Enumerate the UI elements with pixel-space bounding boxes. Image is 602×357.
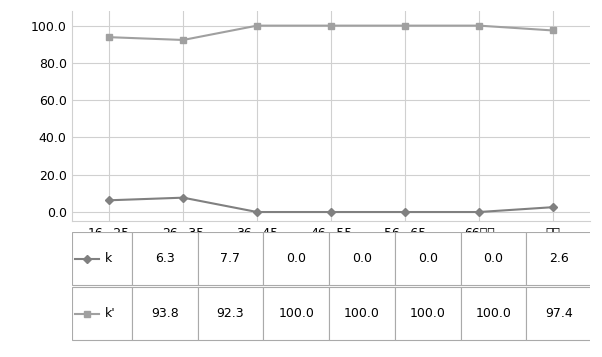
k: [179, 196, 187, 200]
Text: 100.0: 100.0: [278, 307, 314, 321]
Text: 6.3: 6.3: [155, 252, 175, 265]
Bar: [72, 232, 132, 285]
Bar: [395, 232, 461, 285]
Text: 0.0: 0.0: [418, 252, 438, 265]
k: [476, 210, 483, 214]
Text: 100.0: 100.0: [476, 307, 511, 321]
Text: 0.0: 0.0: [352, 252, 372, 265]
k': [476, 24, 483, 28]
Bar: [263, 232, 329, 285]
Text: 100.0: 100.0: [344, 307, 380, 321]
k: [105, 198, 113, 202]
k: [253, 210, 261, 214]
Bar: [329, 232, 395, 285]
Line: k': k': [107, 23, 556, 43]
Bar: [526, 232, 592, 285]
Bar: [197, 287, 263, 341]
Bar: [395, 287, 461, 341]
Bar: [526, 287, 592, 341]
k': [179, 38, 187, 42]
Text: 100.0: 100.0: [410, 307, 445, 321]
Line: k: k: [107, 195, 556, 215]
Bar: [461, 232, 526, 285]
k': [105, 35, 113, 39]
Text: 7.7: 7.7: [220, 252, 240, 265]
k: [327, 210, 335, 214]
k': [327, 24, 335, 28]
Bar: [72, 287, 132, 341]
Text: 92.3: 92.3: [217, 307, 244, 321]
k': [253, 24, 261, 28]
Text: 2.6: 2.6: [549, 252, 569, 265]
Text: 0.0: 0.0: [483, 252, 503, 265]
Text: 0.0: 0.0: [286, 252, 306, 265]
Text: 97.4: 97.4: [545, 307, 573, 321]
Bar: [263, 287, 329, 341]
Bar: [197, 232, 263, 285]
k': [402, 24, 409, 28]
k': [550, 28, 557, 32]
Text: 93.8: 93.8: [150, 307, 179, 321]
Bar: [132, 287, 197, 341]
Bar: [329, 287, 395, 341]
Bar: [132, 232, 197, 285]
Text: k': k': [105, 307, 116, 321]
k: [550, 205, 557, 209]
Bar: [461, 287, 526, 341]
Text: k: k: [105, 252, 112, 265]
k: [402, 210, 409, 214]
